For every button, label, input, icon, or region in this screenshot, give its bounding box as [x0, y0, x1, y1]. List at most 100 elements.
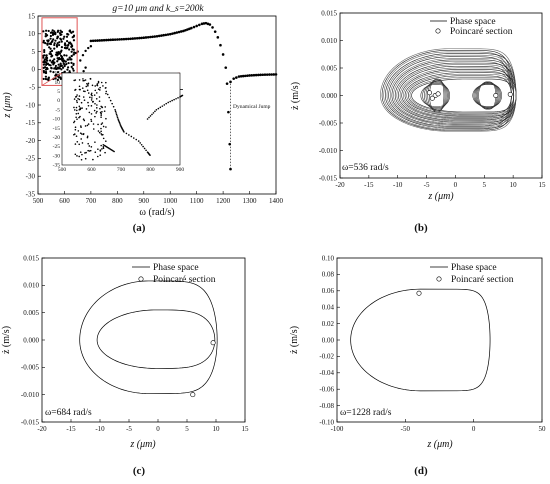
panel-b-data — [380, 48, 517, 132]
inset-chaotic-point — [100, 144, 102, 147]
x-tick-label: -50 — [401, 425, 411, 433]
chaotic-point — [47, 29, 50, 33]
panel-a-title: g=10 μm and k_s=200k — [112, 4, 204, 14]
chaotic-point — [63, 35, 66, 38]
panel-d: -0.10 -0.08 -0.06 -0.04 -0.02 0.00 0.02 0.04 0.0… — [289, 254, 546, 477]
main-branch-point — [113, 38, 117, 41]
chaotic-point — [67, 61, 70, 65]
main-branch-point — [188, 27, 191, 31]
legend-phase-space: Phase space — [451, 263, 497, 273]
main-branch-point — [144, 36, 148, 39]
main-branch-point — [160, 34, 163, 37]
panel-d-freq-note: ω=1228 rad/s — [340, 408, 392, 418]
inset-chaotic-point — [78, 98, 81, 101]
panel-a-label: (a) — [133, 222, 146, 234]
panel-d-legend: Phase space Poincaré section — [430, 263, 514, 285]
x-tick-label: -10 — [393, 181, 403, 189]
chaotic-point — [49, 70, 52, 73]
inset-branch-point — [125, 132, 128, 135]
chaotic-point — [50, 61, 54, 64]
low-branch-point — [81, 53, 85, 57]
main-branch-point — [138, 36, 141, 40]
chaotic-point — [50, 49, 54, 53]
main-branch-point — [192, 25, 196, 29]
panel-b-x-label: z (μm) — [427, 191, 454, 202]
inset-chaotic-point — [90, 113, 93, 115]
inset-chaotic-point — [80, 138, 83, 140]
main-branch-point — [198, 23, 201, 27]
inset-chaotic-point — [105, 126, 107, 128]
y-tick-label: -10 — [26, 101, 36, 109]
main-branch-point — [135, 36, 139, 40]
inset-chaotic-point — [80, 101, 83, 104]
chaotic-point — [72, 39, 76, 42]
x-tick-label: 1300 — [243, 197, 258, 205]
inset-chaotic-point — [94, 89, 97, 92]
phase-orbit — [380, 48, 517, 132]
panel-a-x-label: ω (rad/s) — [139, 207, 174, 218]
inset-chaotic-point — [97, 88, 100, 90]
panel-a-y-ticks: -35 -30 -25 -20 -15 -10 -5 0 5 10 15 — [26, 12, 41, 198]
panel-c-label: (c) — [133, 465, 146, 477]
panel-c-freq-note: ω=684 rad/s — [45, 408, 92, 418]
inset-chaotic-point — [100, 81, 103, 84]
panel-a: g=10 μm and k_s=200k -35-30-25-20-15-10-… — [2, 4, 284, 234]
x-tick-label: -5 — [126, 425, 132, 433]
main-branch-point — [98, 39, 102, 42]
inset-y-tick-label: -15 — [53, 126, 61, 132]
after-jump-point — [246, 74, 249, 77]
inset-branch-point — [135, 138, 138, 141]
after-jump-point — [265, 73, 269, 76]
legend-marker — [435, 28, 441, 34]
panel-c-legend: Phase space Poincaré section — [132, 263, 216, 285]
main-branch-point — [175, 31, 179, 34]
y-tick-label: -25 — [26, 155, 36, 163]
main-branch-point — [202, 22, 206, 25]
inset-chaotic-point — [96, 155, 99, 158]
inset-chaotic-point — [86, 82, 88, 85]
inset-branch-point — [132, 137, 135, 139]
inset-x-tick-label: 800 — [146, 167, 155, 173]
after-jump-point — [274, 73, 278, 76]
main-branch-point — [216, 36, 220, 39]
inset-chaotic-point — [93, 109, 96, 112]
inset-chaotic-point — [100, 116, 102, 118]
phase-orbit — [401, 69, 515, 119]
inset-chaotic-point — [105, 81, 107, 84]
y-tick-label: 0.000 — [321, 92, 337, 100]
chaotic-point — [70, 50, 73, 53]
y-tick-label: 0 — [32, 66, 36, 74]
inset-chaotic-point — [73, 106, 75, 109]
chaotic-point — [49, 52, 53, 56]
chaotic-point — [45, 29, 48, 32]
y-tick-label: 0.00 — [322, 336, 335, 344]
main-branch-point — [105, 38, 108, 42]
chaotic-point — [61, 66, 65, 69]
inset-branch-point — [167, 101, 169, 104]
inset-chaotic-point — [104, 87, 107, 89]
inset-chaotic-point — [84, 157, 87, 160]
y-tick-label: 0.04 — [322, 304, 335, 312]
poincare-point — [493, 93, 499, 99]
y-tick-label: 0.010 — [321, 37, 337, 45]
chaotic-point — [67, 41, 71, 44]
after-jump-point — [270, 73, 273, 76]
inset-branch-point — [114, 110, 117, 113]
chaotic-point — [67, 58, 70, 61]
chaotic-point — [46, 34, 49, 37]
inset-chaotic-point — [104, 106, 107, 108]
inset-branch-point — [116, 116, 119, 119]
after-jump-point — [237, 75, 241, 78]
chaotic-point — [60, 68, 63, 71]
inset-chaotic-point — [97, 148, 99, 150]
main-branch-point — [151, 35, 154, 39]
chaotic-point — [54, 33, 57, 36]
inset-chaotic-point — [96, 104, 98, 106]
chaotic-point — [56, 78, 59, 81]
phase-orbit-inner — [478, 81, 497, 110]
main-branch-point — [89, 39, 93, 43]
y-tick-label: 0.015 — [23, 254, 39, 262]
chaotic-point — [54, 53, 58, 56]
panel-d-x-label: z (μm) — [426, 439, 453, 450]
inset-chaotic-point — [90, 118, 92, 121]
